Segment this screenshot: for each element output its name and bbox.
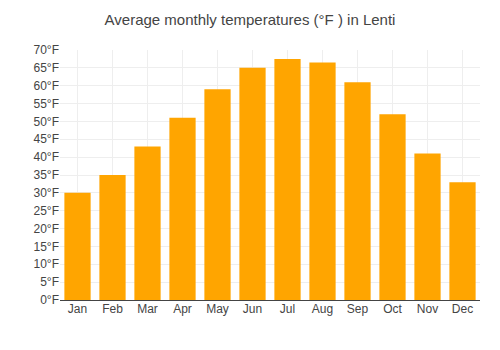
svg-text:25°F: 25°F (34, 204, 59, 218)
svg-text:20°F: 20°F (34, 222, 59, 236)
svg-text:Dec: Dec (452, 302, 473, 316)
svg-text:0°F: 0°F (40, 293, 59, 307)
svg-text:Oct: Oct (383, 302, 402, 316)
svg-text:35°F: 35°F (34, 168, 59, 182)
svg-text:5°F: 5°F (40, 275, 59, 289)
svg-text:30°F: 30°F (34, 186, 59, 200)
svg-text:65°F: 65°F (34, 61, 59, 75)
svg-text:Average monthly temperatures (: Average monthly temperatures (°F ) in Le… (105, 11, 396, 28)
svg-text:Mar: Mar (137, 302, 158, 316)
svg-text:Sep: Sep (347, 302, 369, 316)
svg-text:70°F: 70°F (34, 43, 59, 57)
svg-text:Jun: Jun (243, 302, 262, 316)
svg-text:Nov: Nov (417, 302, 438, 316)
svg-text:45°F: 45°F (34, 132, 59, 146)
svg-text:55°F: 55°F (34, 97, 59, 111)
svg-text:40°F: 40°F (34, 150, 59, 164)
svg-text:Feb: Feb (102, 302, 123, 316)
svg-text:Aug: Aug (312, 302, 333, 316)
svg-text:15°F: 15°F (34, 240, 59, 254)
svg-text:Jan: Jan (68, 302, 87, 316)
svg-text:Jul: Jul (280, 302, 295, 316)
svg-text:May: May (206, 302, 229, 316)
svg-text:Apr: Apr (173, 302, 192, 316)
svg-text:50°F: 50°F (34, 115, 59, 129)
svg-text:10°F: 10°F (34, 257, 59, 271)
svg-text:60°F: 60°F (34, 79, 59, 93)
